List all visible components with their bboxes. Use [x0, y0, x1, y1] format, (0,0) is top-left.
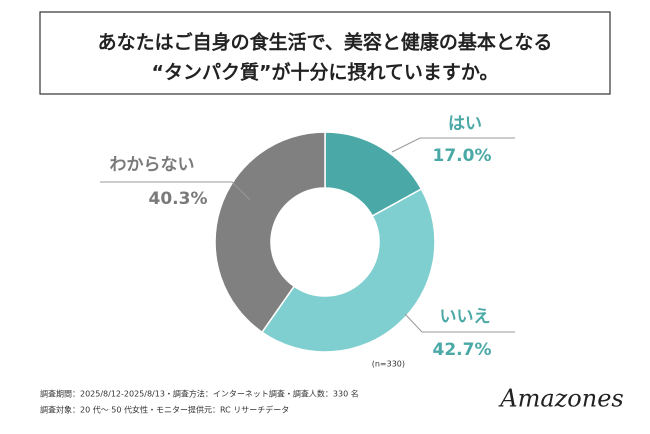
- title-box: [39, 11, 611, 95]
- value-label: 40.3%: [149, 189, 208, 209]
- slice-label: わからない: [110, 155, 195, 175]
- chart-title: あなたはご自身の食生活で、美容と健康の基本となる: [98, 31, 553, 54]
- donut-slice: [260, 187, 436, 353]
- slice-label: はい: [448, 114, 482, 134]
- leader-line: [100, 181, 251, 201]
- sample-note: (n=330): [372, 360, 405, 369]
- leader-line: [391, 137, 515, 153]
- leader-line: [404, 313, 515, 333]
- chart-title: “タンパク質”が十分に摂れていますか。: [151, 61, 498, 84]
- value-label: 42.7%: [433, 340, 492, 360]
- value-label: 17.0%: [433, 146, 492, 166]
- footer-text: 調査期間：2025/8/12-2025/8/13・調査方法：インターネット調査・…: [40, 389, 359, 399]
- slice-label: いいえ: [440, 307, 491, 327]
- donut-slice: [214, 131, 326, 334]
- footer-text: 調査対象：20 代～ 50 代女性・モニター提供元：RC リサーチデータ: [40, 405, 289, 415]
- logo: Amazones: [498, 385, 623, 413]
